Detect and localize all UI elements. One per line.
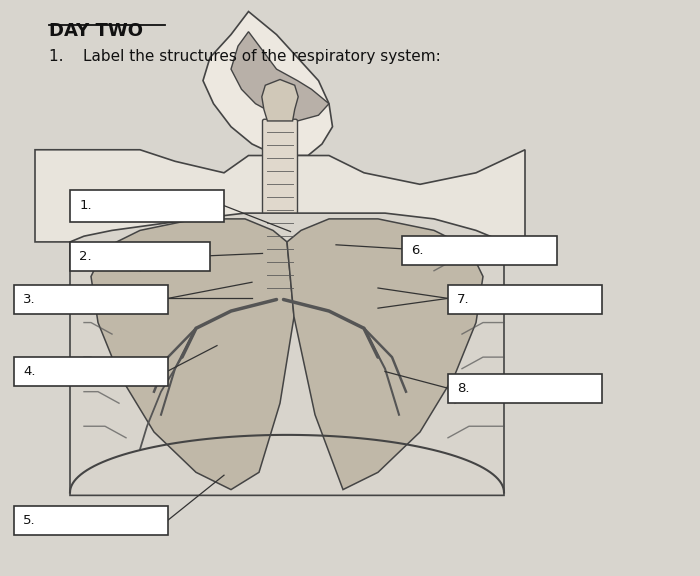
FancyBboxPatch shape [14,285,168,314]
Text: 1.: 1. [79,199,92,213]
FancyBboxPatch shape [402,236,556,265]
Text: 2.: 2. [79,250,92,263]
FancyBboxPatch shape [448,285,602,314]
Polygon shape [203,12,332,156]
Text: 7.: 7. [457,293,470,306]
Polygon shape [70,213,504,495]
FancyBboxPatch shape [14,357,168,386]
FancyBboxPatch shape [70,242,210,271]
Polygon shape [35,150,525,242]
Text: 6.: 6. [412,244,424,257]
FancyBboxPatch shape [70,190,224,222]
Text: 5.: 5. [23,514,36,526]
Polygon shape [262,79,298,121]
Text: 1.    Label the structures of the respiratory system:: 1. Label the structures of the respirato… [49,49,441,64]
FancyBboxPatch shape [262,119,298,301]
FancyBboxPatch shape [14,506,168,535]
Text: 8.: 8. [457,382,470,395]
Polygon shape [91,219,294,490]
Polygon shape [287,219,483,490]
FancyBboxPatch shape [448,374,602,403]
Text: 4.: 4. [23,365,36,378]
Text: 3.: 3. [23,293,36,306]
Polygon shape [231,32,329,121]
Text: DAY TWO: DAY TWO [49,22,143,40]
